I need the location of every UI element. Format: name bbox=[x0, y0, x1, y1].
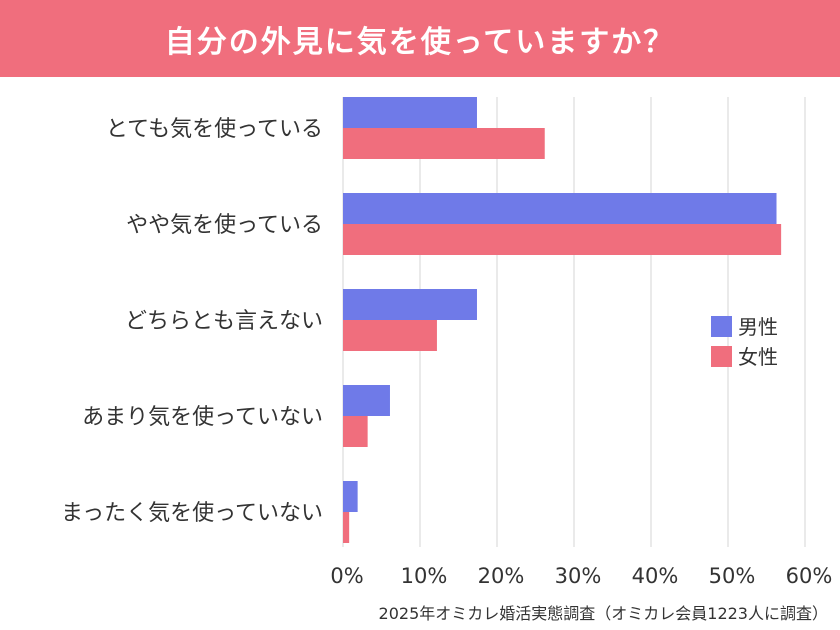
x-tick-label: 0% bbox=[330, 564, 363, 588]
female-bar bbox=[343, 128, 545, 159]
bar-chart: とても気を使っているやや気を使っているどちらとも言えないあまり気を使っていないま… bbox=[61, 97, 832, 588]
male-bar bbox=[343, 385, 390, 416]
x-tick-label: 30% bbox=[555, 564, 602, 588]
title-banner: 自分の外見に気を使っていますか？ bbox=[0, 0, 840, 77]
category-label: やや気を使っている bbox=[126, 213, 323, 238]
female-bar bbox=[343, 320, 437, 351]
x-tick-label: 50% bbox=[709, 564, 756, 588]
legend-label: 女性 bbox=[738, 345, 778, 369]
female-bar bbox=[343, 416, 368, 447]
chart-title: 自分の外見に気を使っていますか？ bbox=[164, 24, 676, 60]
male-bar bbox=[343, 289, 477, 320]
source-footnote: 2025年オミカレ婚活実態調査（オミカレ会員1223人に調査） bbox=[378, 604, 828, 623]
legend-swatch bbox=[711, 316, 732, 337]
legend-swatch bbox=[711, 346, 732, 367]
category-label: あまり気を使っていない bbox=[82, 405, 323, 430]
x-tick-label: 20% bbox=[478, 564, 525, 588]
category-labels: とても気を使っているやや気を使っているどちらとも言えないあまり気を使っていないま… bbox=[61, 117, 323, 526]
x-tick-label: 40% bbox=[632, 564, 679, 588]
bars bbox=[343, 97, 782, 543]
category-label: まったく気を使っていない bbox=[61, 501, 323, 526]
male-bar bbox=[343, 481, 358, 512]
female-bar bbox=[343, 224, 782, 255]
male-bar bbox=[343, 97, 477, 128]
x-tick-labels: 0% 10% 20% 30% 40% 50% 60% bbox=[330, 564, 832, 588]
x-tick-label: 60% bbox=[786, 564, 833, 588]
category-label: とても気を使っている bbox=[106, 117, 323, 142]
legend-label: 男性 bbox=[738, 315, 778, 339]
category-label: どちらとも言えない bbox=[125, 309, 323, 334]
female-bar bbox=[343, 512, 350, 543]
male-bar bbox=[343, 193, 777, 224]
x-tick-label: 10% bbox=[401, 564, 448, 588]
